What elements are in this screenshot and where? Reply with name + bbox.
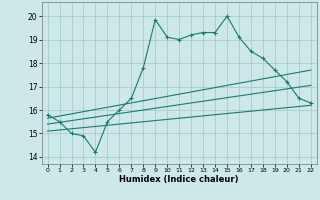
X-axis label: Humidex (Indice chaleur): Humidex (Indice chaleur) [119,175,239,184]
